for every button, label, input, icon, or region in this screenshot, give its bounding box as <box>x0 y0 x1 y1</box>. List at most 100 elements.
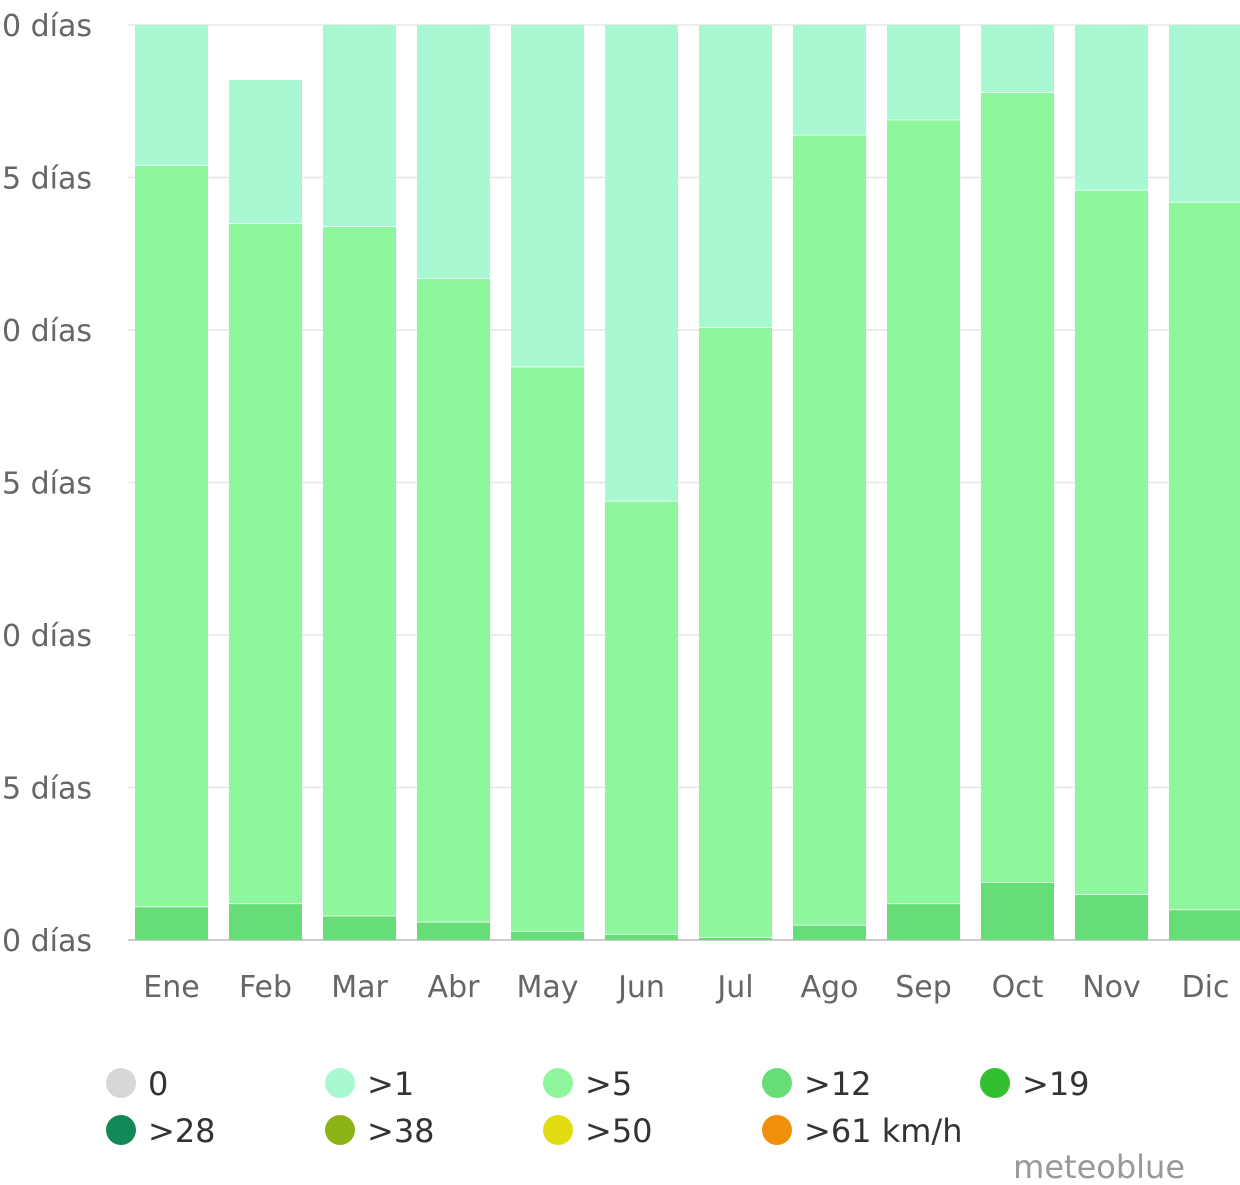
bar-nov-gt1 <box>1075 25 1148 190</box>
x-tick-label-jul: Jul <box>715 970 753 1005</box>
legend-swatch-6 <box>325 1115 355 1145</box>
legend-swatch-7 <box>543 1115 573 1145</box>
bar-may-gt1 <box>511 25 584 367</box>
bar-nov-gt12 <box>1075 894 1148 940</box>
bar-dic-gt5 <box>1169 201 1240 910</box>
x-tick-label-ene: Ene <box>143 970 199 1005</box>
legend-item-5: >28 <box>106 1112 216 1150</box>
legend-item-0: 0 <box>106 1065 168 1103</box>
x-tick-label-sep: Sep <box>895 970 952 1005</box>
legend-label-8: >61 km/h <box>804 1112 962 1150</box>
bar-jul-gt1 <box>699 25 772 327</box>
legend-label-2: >5 <box>585 1065 632 1103</box>
legend-swatch-1 <box>325 1068 355 1098</box>
bar-group-feb <box>229 79 302 940</box>
legend-swatch-8 <box>762 1115 792 1145</box>
y-tick-label-2: 10 días <box>0 619 92 654</box>
bar-group-mar <box>323 25 396 940</box>
y-tick-label-6: 30 días <box>0 9 92 44</box>
bar-sep-gt5 <box>887 119 960 904</box>
bar-group-ene <box>135 25 208 940</box>
bar-group-dic <box>1169 25 1240 940</box>
bar-oct-gt12 <box>981 882 1054 940</box>
x-tick-label-abr: Abr <box>428 970 481 1005</box>
x-axis-labels: Ene Feb Mar Abr May Jun Jul Ago Sep Oct Nov Dic <box>143 970 1229 1005</box>
bar-mar-gt12 <box>323 915 396 940</box>
y-tick-label-5: 25 días <box>0 162 92 197</box>
legend-item-3: >12 <box>762 1065 872 1103</box>
bar-jun-gt5 <box>605 500 678 934</box>
y-tick-label-1: 5 días <box>2 772 92 807</box>
bar-group-may <box>511 25 584 940</box>
bar-dic-gt1 <box>1169 25 1240 202</box>
legend-swatch-4 <box>980 1068 1010 1098</box>
legend-item-2: >5 <box>543 1065 632 1103</box>
x-tick-label-may: May <box>516 970 578 1005</box>
bar-sep-gt12 <box>887 903 960 940</box>
legend-label-6: >38 <box>367 1112 435 1150</box>
x-tick-label-ago: Ago <box>801 970 859 1005</box>
bar-dic-gt12 <box>1169 909 1240 940</box>
bar-oct-gt1 <box>981 25 1054 93</box>
brand-label: meteoblue <box>1013 1148 1185 1185</box>
legend-label-3: >12 <box>804 1065 872 1103</box>
legend-item-7: >50 <box>543 1112 653 1150</box>
bar-group-jun <box>605 25 678 940</box>
x-tick-label-oct: Oct <box>992 970 1044 1005</box>
bar-feb-gt1 <box>229 79 302 224</box>
bar-ago-gt1 <box>793 25 866 135</box>
legend-label-7: >50 <box>585 1112 653 1150</box>
legend-label-4: >19 <box>1022 1065 1090 1103</box>
y-axis-labels: 0 días 5 días 10 días 15 días 20 días 25 días… <box>0 9 92 959</box>
bar-ago-gt12 <box>793 924 866 940</box>
legend-label-5: >28 <box>148 1112 216 1150</box>
bar-jul-gt12 <box>699 936 772 940</box>
bar-feb-gt12 <box>229 903 302 940</box>
bar-jul-gt5 <box>699 326 772 937</box>
bar-jun-gt12 <box>605 933 678 940</box>
bar-abr-gt5 <box>417 278 490 922</box>
legend-label-1: >1 <box>367 1065 414 1103</box>
bar-group-jul <box>699 25 772 940</box>
bar-group-abr <box>417 25 490 940</box>
y-tick-label-4: 20 días <box>0 314 92 349</box>
legend-swatch-5 <box>106 1115 136 1145</box>
bar-ago-gt5 <box>793 134 866 925</box>
legend-swatch-3 <box>762 1068 792 1098</box>
legend-swatch-0 <box>106 1068 136 1098</box>
legend-item-6: >38 <box>325 1112 435 1150</box>
bar-abr-gt12 <box>417 921 490 940</box>
bar-oct-gt5 <box>981 92 1054 883</box>
bar-feb-gt5 <box>229 223 302 904</box>
bar-ene-gt5 <box>135 165 208 907</box>
x-tick-label-feb: Feb <box>239 970 292 1005</box>
legend-swatch-2 <box>543 1068 573 1098</box>
legend: 0 >1 >5 >12 >19 >28 >38 >50 >61 km/h <box>106 1065 1090 1150</box>
y-tick-label-3: 15 días <box>0 467 92 502</box>
bar-group-oct <box>981 25 1054 940</box>
legend-item-1: >1 <box>325 1065 414 1103</box>
x-tick-label-jun: Jun <box>616 970 665 1005</box>
bar-may-gt12 <box>511 930 584 940</box>
bars <box>135 25 1240 940</box>
legend-item-4: >19 <box>980 1065 1090 1103</box>
bar-mar-gt5 <box>323 226 396 916</box>
x-tick-label-nov: Nov <box>1082 970 1141 1005</box>
bar-jun-gt1 <box>605 25 678 501</box>
bar-nov-gt5 <box>1075 189 1148 895</box>
bar-group-sep <box>887 25 960 940</box>
bar-abr-gt1 <box>417 25 490 279</box>
bar-ene-gt12 <box>135 906 208 940</box>
bar-ene-gt1 <box>135 25 208 166</box>
bar-may-gt5 <box>511 366 584 931</box>
bar-group-nov <box>1075 25 1148 940</box>
grid-lines <box>128 24 1240 941</box>
bar-group-ago <box>793 25 866 940</box>
x-tick-label-dic: Dic <box>1182 970 1230 1005</box>
legend-label-0: 0 <box>148 1065 168 1103</box>
x-tick-label-mar: Mar <box>331 970 388 1005</box>
y-tick-label-0: 0 días <box>2 924 92 959</box>
bar-mar-gt1 <box>323 25 396 227</box>
